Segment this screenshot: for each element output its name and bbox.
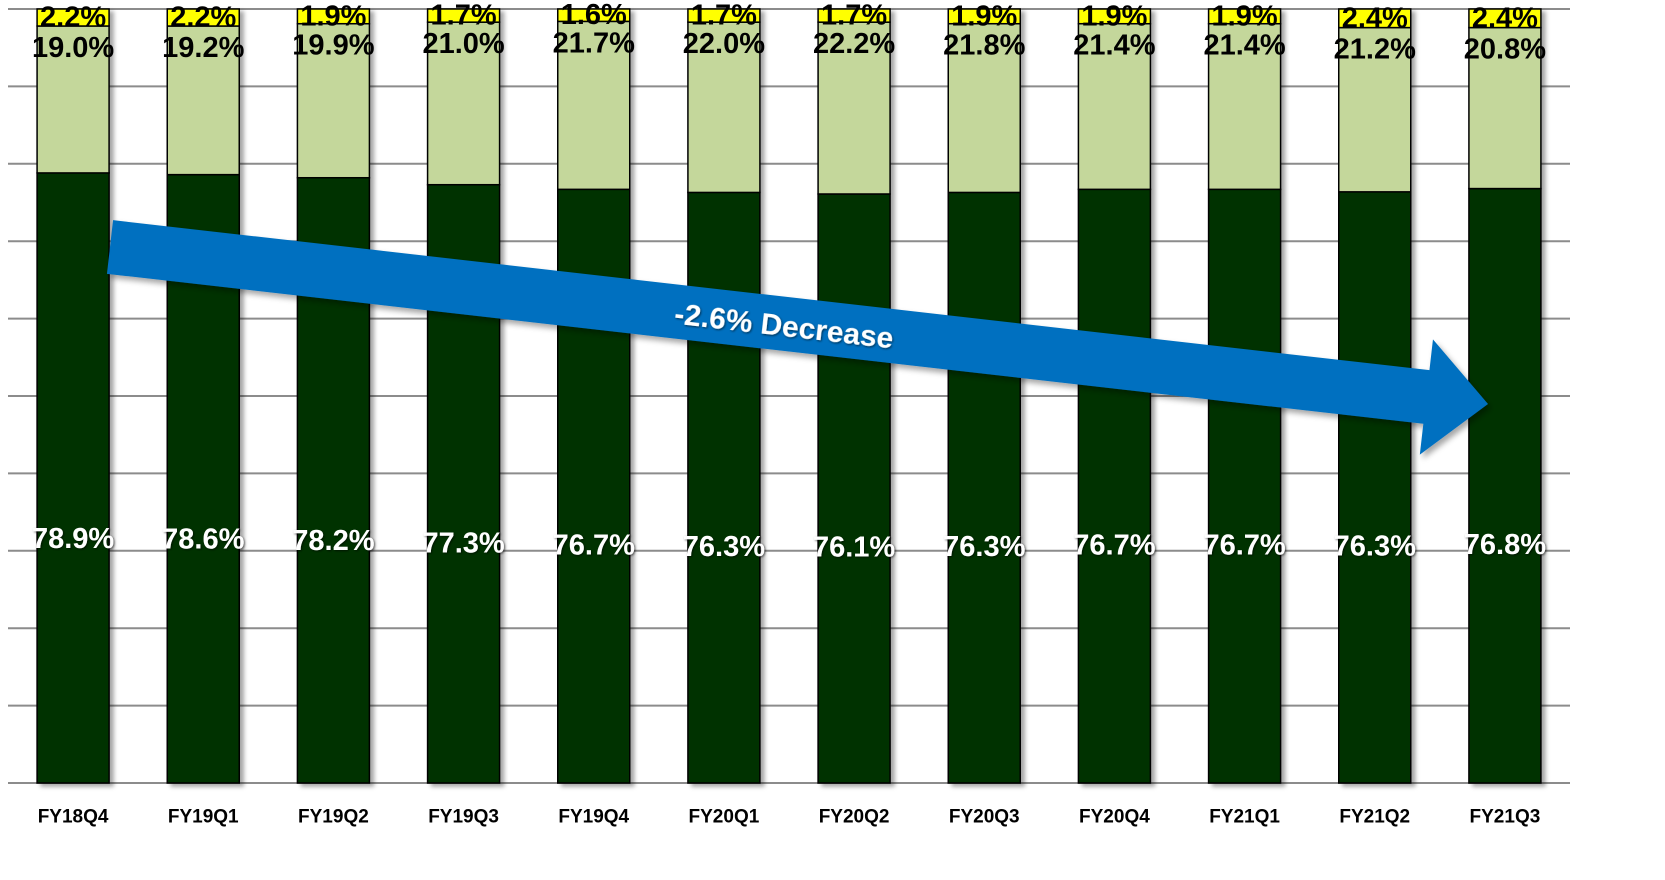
data-label: 21.2% — [1334, 34, 1416, 66]
category-axis-labels: FY18Q4 FY19Q1 FY19Q2 FY19Q3 FY19Q4 FY20Q1 FY20… — [38, 807, 1541, 828]
data-label: 1.7% — [431, 0, 497, 32]
data-label: 76.8% — [1464, 529, 1546, 561]
data-label: 76.7% — [1203, 530, 1285, 562]
data-label: 76.7% — [1073, 530, 1155, 562]
category-label: FY20Q4 — [1079, 807, 1150, 828]
category-label: FY19Q1 — [168, 807, 239, 828]
bar-stack — [688, 9, 760, 783]
bar-segment — [1078, 189, 1150, 783]
data-label: 76.7% — [553, 530, 635, 562]
category-label: FY21Q1 — [1209, 807, 1280, 828]
bar-stack — [818, 9, 890, 783]
data-label: 2.4% — [1342, 2, 1408, 34]
data-label: 76.1% — [813, 531, 895, 563]
data-label: 21.7% — [553, 27, 635, 59]
bar-stack — [428, 9, 500, 783]
data-label: 1.9% — [951, 0, 1017, 32]
bar-stack — [297, 9, 369, 783]
data-label: 76.3% — [943, 531, 1025, 563]
data-label: 21.4% — [1203, 30, 1285, 62]
category-label: FY21Q3 — [1470, 807, 1541, 828]
data-label: 21.0% — [422, 28, 504, 60]
data-label: 1.9% — [1081, 0, 1147, 32]
bar-segment — [37, 173, 109, 783]
data-label: 2.2% — [170, 2, 236, 34]
data-label: 1.6% — [561, 0, 627, 31]
data-label: 1.9% — [300, 0, 366, 32]
data-label: 22.2% — [813, 28, 895, 60]
data-label: 78.9% — [32, 523, 114, 555]
bar-segment — [688, 192, 760, 783]
data-label: 19.2% — [162, 32, 244, 64]
data-label: 1.7% — [821, 0, 887, 32]
data-label: 20.8% — [1464, 34, 1546, 66]
bar-stack — [37, 9, 109, 783]
category-label: FY21Q2 — [1339, 807, 1410, 828]
data-label: 1.7% — [691, 0, 757, 32]
data-label: 21.8% — [943, 30, 1025, 62]
data-label: 2.2% — [40, 2, 106, 34]
bar-segment — [1209, 189, 1281, 783]
data-label: 77.3% — [422, 528, 504, 560]
data-label: 76.3% — [1334, 531, 1416, 563]
data-label: 22.0% — [683, 28, 765, 60]
bar-stack — [558, 9, 630, 783]
data-label: 2.4% — [1472, 2, 1538, 34]
bar-segment — [1339, 192, 1411, 783]
bar-segment — [1469, 189, 1541, 783]
category-label: FY19Q2 — [298, 807, 369, 828]
category-label: FY20Q1 — [689, 807, 760, 828]
data-label: 78.2% — [292, 525, 374, 557]
category-label: FY19Q3 — [428, 807, 499, 828]
category-label: FY18Q4 — [38, 807, 109, 828]
data-label: 1.9% — [1212, 0, 1278, 32]
bar-stack — [948, 9, 1020, 783]
category-label: FY20Q3 — [949, 807, 1020, 828]
data-label: 78.6% — [162, 524, 244, 556]
data-label: 21.4% — [1073, 30, 1155, 62]
data-label: 76.3% — [683, 531, 765, 563]
category-label: FY20Q2 — [819, 807, 890, 828]
data-label: 19.0% — [32, 32, 114, 64]
bar-segment — [948, 192, 1020, 783]
category-label: FY19Q4 — [558, 807, 629, 828]
bar-segment — [818, 194, 890, 783]
bar-stack — [1078, 9, 1150, 783]
data-label: 19.9% — [292, 30, 374, 62]
bar-stack — [167, 9, 239, 783]
